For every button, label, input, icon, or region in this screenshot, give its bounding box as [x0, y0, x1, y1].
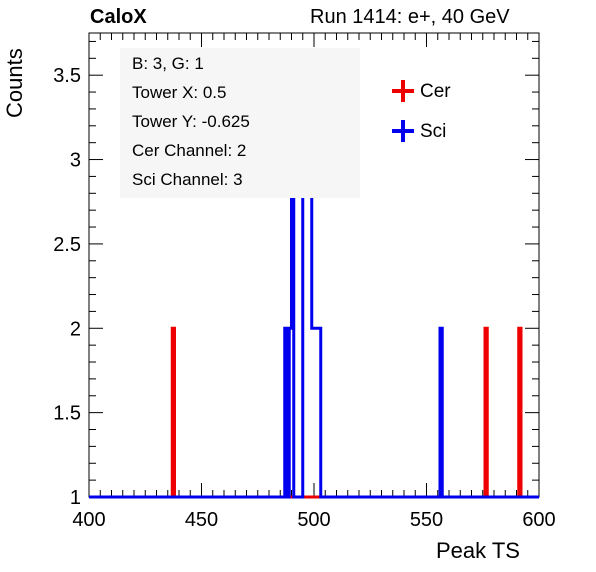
y-tick-label: 1 — [70, 487, 81, 509]
info-line-tower-x: Tower X: 0.5 — [132, 83, 227, 102]
x-tick-label: 500 — [297, 509, 330, 531]
brand-label: CaloX — [90, 6, 147, 28]
y-tick-label: 2.5 — [53, 234, 81, 256]
legend-marker-sci — [392, 120, 414, 142]
series-line-cer — [89, 326, 539, 499]
y-tick-label: 2 — [70, 318, 81, 340]
legend-label-cer: Cer — [420, 81, 451, 102]
legend-item-sci: Sci — [388, 117, 488, 147]
info-line-sci-channel: Sci Channel: 3 — [132, 170, 243, 189]
x-tick-label: 450 — [185, 509, 218, 531]
bin-sci-496 — [305, 160, 307, 497]
legend-marker-cer — [392, 80, 414, 102]
series-line-sci — [89, 158, 539, 499]
bin-sci-497 — [307, 160, 309, 497]
bin-sci-500 — [314, 328, 316, 497]
x-axis-label: Peak TS — [436, 538, 520, 563]
legend: Cer Sci — [388, 72, 488, 152]
info-box: B: 3, G: 1 Tower X: 0.5 Tower Y: -0.625 … — [120, 48, 360, 198]
legend-item-cer: Cer — [388, 77, 488, 107]
run-label: Run 1414: e+, 40 GeV — [310, 6, 510, 28]
y-tick-label: 3 — [70, 150, 81, 172]
x-tick-label: 550 — [410, 509, 443, 531]
info-line-cer-channel: Cer Channel: 2 — [132, 141, 247, 160]
legend-label-sci: Sci — [420, 121, 447, 142]
x-tick-label: 400 — [72, 509, 105, 531]
y-tick-label: 1.5 — [53, 403, 81, 425]
info-line-board-group: B: 3, G: 1 — [132, 54, 204, 73]
bin-sci-501 — [316, 328, 318, 497]
bin-sci-499 — [312, 328, 314, 497]
y-tick-label: 3.5 — [53, 65, 81, 87]
x-tick-label: 600 — [522, 509, 555, 531]
info-line-tower-y: Tower Y: -0.625 — [132, 112, 250, 131]
y-axis-label: Counts — [2, 48, 27, 118]
